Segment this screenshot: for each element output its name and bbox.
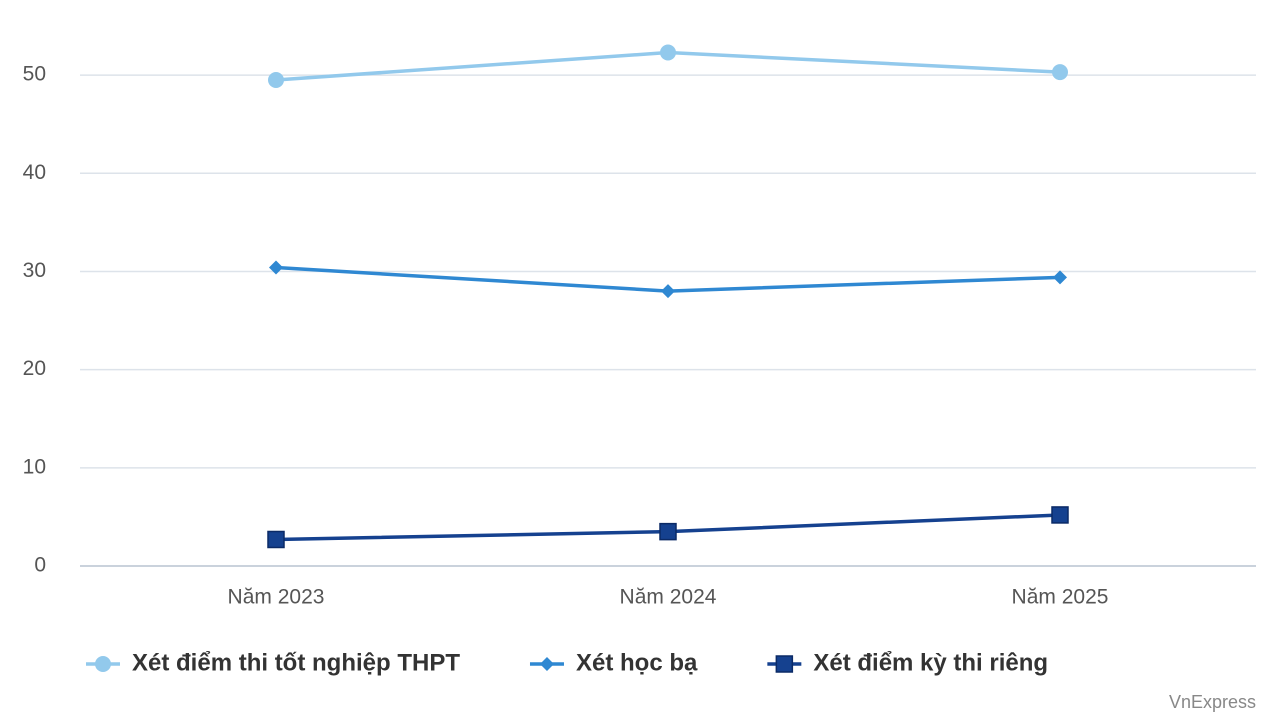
source: VnExpress: [1169, 692, 1256, 712]
point: [660, 44, 676, 61]
point: [268, 72, 284, 88]
point: [775, 655, 794, 673]
y-tick-label: 10: [23, 455, 46, 478]
point: [661, 284, 675, 299]
point: [1051, 506, 1069, 524]
point: [1053, 270, 1067, 285]
y-tick-label: 0: [34, 554, 46, 577]
point: [269, 260, 283, 275]
y-tick-label: 30: [23, 259, 46, 282]
legend-label: Xét điểm thi tốt nghiệp THPT: [132, 649, 460, 676]
point: [539, 657, 554, 671]
legend-label: Xét điểm kỳ thi riêng: [813, 649, 1048, 676]
point: [267, 530, 285, 549]
x-tick-label: Năm 2023: [228, 586, 325, 609]
x-tick-label: Năm 2024: [620, 586, 717, 609]
legend-label: Xét học bạ: [576, 649, 698, 676]
x-tick-label: Năm 2025: [1012, 586, 1109, 609]
point: [95, 656, 111, 672]
y-tick-label: 20: [23, 357, 46, 380]
point: [659, 522, 677, 541]
y-tick-label: 40: [23, 161, 46, 184]
y-tick-label: 50: [23, 63, 46, 86]
point: [1052, 64, 1068, 81]
